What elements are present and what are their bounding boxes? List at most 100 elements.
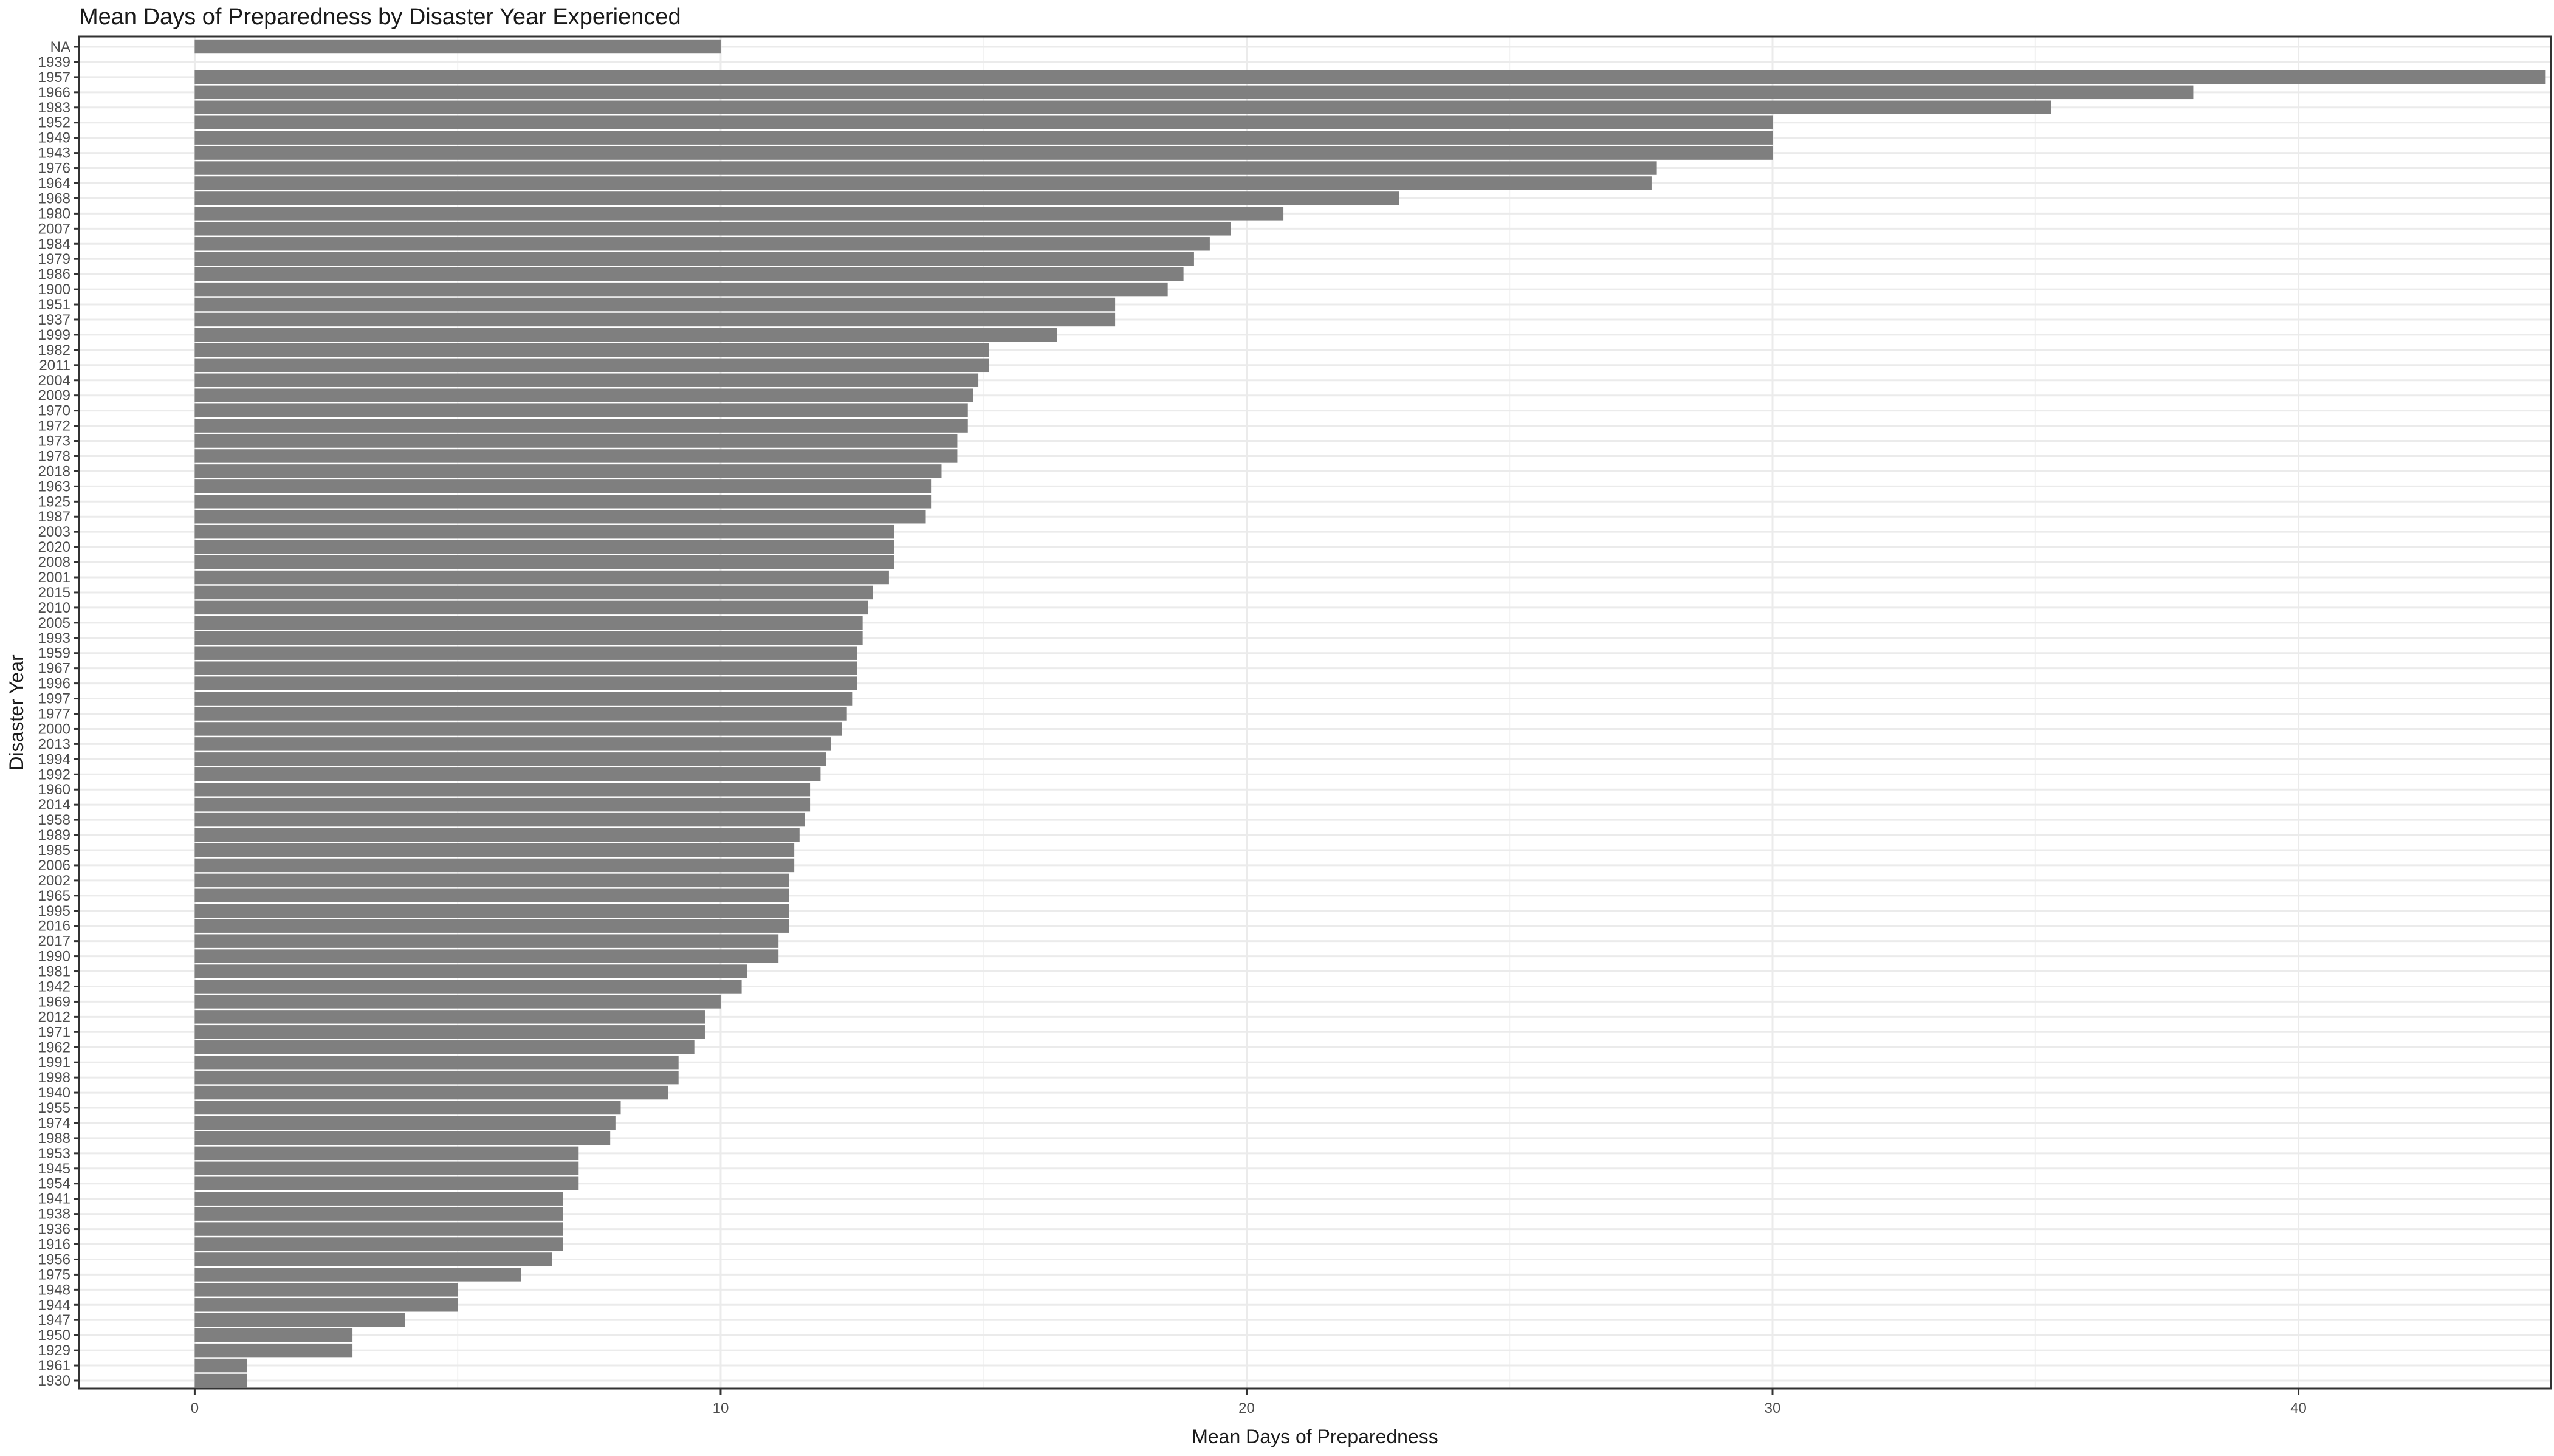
y-tick-label: 2014 (38, 797, 70, 813)
bar-1959 (194, 646, 857, 660)
bar-1942 (194, 980, 742, 994)
chart-title: Mean Days of Preparedness by Disaster Ye… (79, 4, 681, 30)
bar-1981 (194, 964, 747, 978)
bar-1930 (194, 1373, 247, 1388)
y-tick-label: 1975 (38, 1266, 70, 1283)
bar-2002 (194, 873, 789, 888)
y-tick-label: 1979 (38, 251, 70, 267)
bar-1977 (194, 707, 847, 721)
y-tick-label: 1966 (38, 84, 70, 101)
y-tick-label: 2016 (38, 918, 70, 935)
y-tick-label: 1967 (38, 661, 70, 677)
bar-1943 (194, 146, 1773, 160)
bar-1970 (194, 403, 968, 417)
y-tick-label: 1996 (38, 676, 70, 692)
bar-1944 (194, 1298, 458, 1312)
y-tick-label: 1972 (38, 418, 70, 434)
x-tick-label: 30 (1765, 1400, 1781, 1417)
bar-1971 (194, 1025, 705, 1039)
bar-2003 (194, 524, 894, 539)
y-tick-label: 1939 (38, 54, 70, 70)
y-tick-label: 1938 (38, 1206, 70, 1223)
y-tick-label: 1989 (38, 827, 70, 843)
bar-1975 (194, 1268, 521, 1282)
plot-panel-border (78, 35, 2552, 1390)
y-tick-label: 2003 (38, 524, 70, 540)
bar-1941 (194, 1192, 563, 1206)
bar-1969 (194, 995, 721, 1009)
y-tick-label: 1981 (38, 964, 70, 980)
bar-1991 (194, 1055, 679, 1070)
bar-2011 (194, 358, 989, 373)
y-tick-label: 1964 (38, 175, 70, 191)
y-tick-label: 1993 (38, 630, 70, 647)
bar-2014 (194, 797, 811, 812)
bar-1992 (194, 767, 821, 781)
bar-2009 (194, 388, 973, 402)
bar-1995 (194, 904, 789, 918)
bar-2000 (194, 722, 842, 736)
bar-1947 (194, 1313, 405, 1327)
bar-1948 (194, 1283, 458, 1297)
bar-1936 (194, 1222, 563, 1236)
bar-1961 (194, 1358, 247, 1373)
y-tick-label: 1945 (38, 1161, 70, 1177)
y-tick-label: 2005 (38, 615, 70, 631)
y-tick-label: 2007 (38, 221, 70, 237)
y-tick-label: 1942 (38, 978, 70, 995)
bar-1925 (194, 495, 932, 509)
y-tick-label: 2006 (38, 857, 70, 874)
bar-1916 (194, 1237, 563, 1251)
y-tick-label: 1984 (38, 236, 70, 252)
bar-1929 (194, 1343, 353, 1358)
y-tick-label: 2001 (38, 569, 70, 586)
bar-1997 (194, 692, 853, 706)
y-tick-label: 1947 (38, 1312, 70, 1328)
bar-1979 (194, 252, 1194, 266)
bar-1986 (194, 267, 1184, 281)
bar-2008 (194, 555, 894, 569)
y-tick-label: 1962 (38, 1039, 70, 1056)
y-tick-label: 1992 (38, 766, 70, 783)
y-tick-label: 1971 (38, 1024, 70, 1040)
bar-1952 (194, 115, 1773, 129)
y-axis: NA19391957196619831952194919431976196419… (38, 39, 79, 1389)
y-tick-label: 1973 (38, 433, 70, 450)
y-tick-label: 1983 (38, 100, 70, 116)
bar-2020 (194, 540, 894, 554)
bar-1964 (194, 176, 1652, 190)
bar-1954 (194, 1176, 579, 1190)
bar-1993 (194, 631, 863, 645)
y-tick-label: 2013 (38, 736, 70, 752)
y-tick-label: 1951 (38, 297, 70, 313)
bar-2004 (194, 373, 979, 387)
bar-1968 (194, 191, 1399, 205)
y-tick-label: 1999 (38, 327, 70, 343)
bar-1956 (194, 1252, 552, 1266)
y-tick-label: 1995 (38, 903, 70, 919)
y-tick-label: 1930 (38, 1373, 70, 1389)
x-axis: 0 10 20 30 40 (191, 1389, 2307, 1417)
bar-1982 (194, 343, 989, 357)
bar-1976 (194, 161, 1657, 175)
bar-1990 (194, 949, 779, 963)
bar-2018 (194, 464, 942, 478)
y-tick-label: 1977 (38, 706, 70, 723)
bar-1973 (194, 434, 958, 448)
bar-2006 (194, 858, 795, 873)
y-axis-title: Disaster Year (5, 654, 27, 771)
x-tick-label: 10 (713, 1400, 729, 1417)
y-tick-label: 1987 (38, 509, 70, 525)
y-tick-label: 1937 (38, 312, 70, 328)
bar-1955 (194, 1101, 621, 1115)
y-tick-label: 1940 (38, 1085, 70, 1101)
bar-2012 (194, 1010, 705, 1024)
bar-1949 (194, 131, 1773, 145)
y-tick-label: 1950 (38, 1327, 70, 1344)
y-tick-label: 2009 (38, 388, 70, 404)
bar-1989 (194, 828, 800, 842)
bar-2013 (194, 737, 831, 751)
bar-1998 (194, 1070, 679, 1085)
bar-1966 (194, 85, 2194, 100)
